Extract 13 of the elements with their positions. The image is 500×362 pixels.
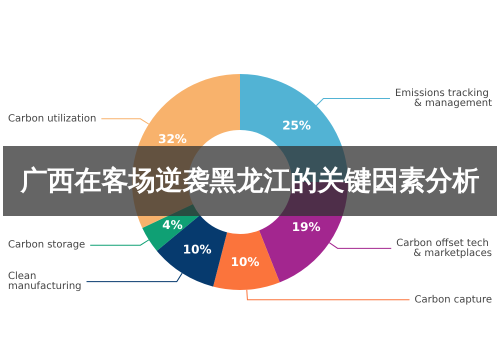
slice-label: Carbon utilization	[8, 113, 96, 124]
data-label: 19%	[292, 220, 321, 234]
data-label: 10%	[182, 242, 212, 257]
data-label: 10%	[230, 254, 260, 269]
text: 广西在客场逆袭黑龙江的关键因素分析	[20, 166, 480, 196]
slice-label: Carbon storage	[8, 240, 86, 251]
slice-label: Carbon capture	[414, 294, 492, 306]
slice-label: Clean manufacturing	[8, 271, 82, 292]
data-label: 25%	[282, 118, 311, 132]
slice-label: Emissions tracking & management	[395, 88, 492, 110]
data-label: 32%	[158, 132, 187, 146]
data-label: 4%	[162, 218, 183, 232]
slice-label: Carbon offset tech & marketplaces	[396, 238, 492, 259]
